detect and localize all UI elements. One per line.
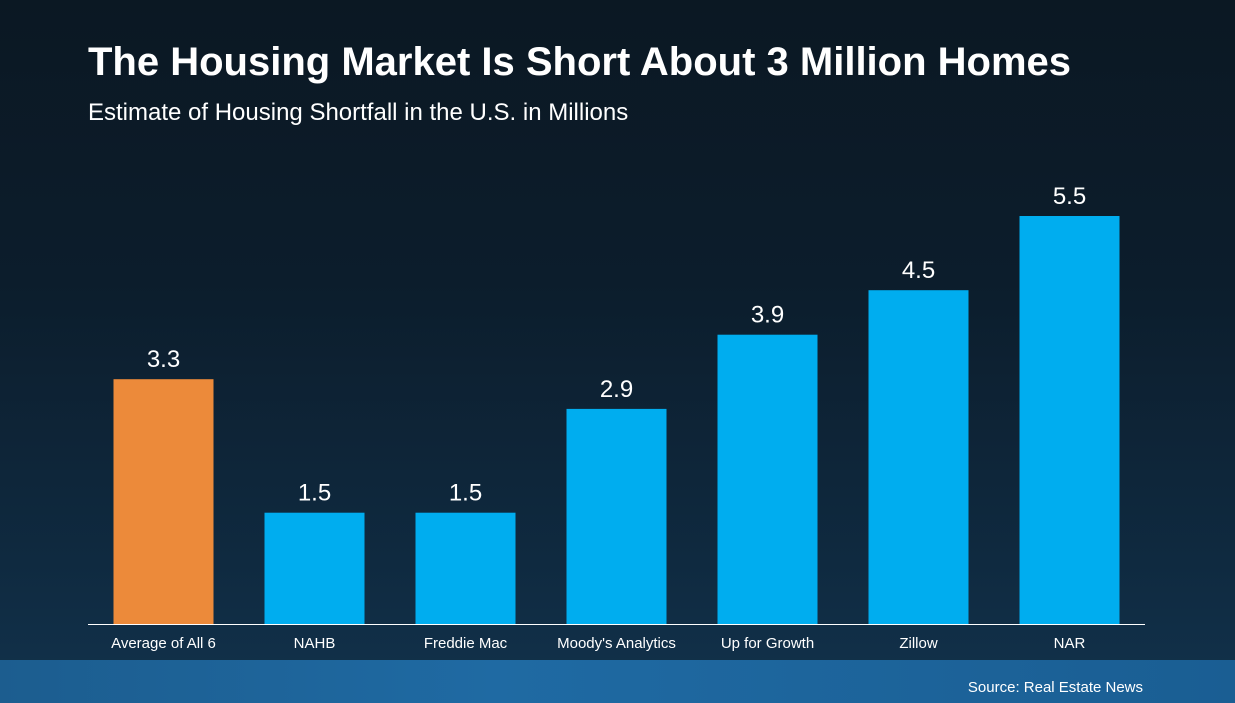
bar-nahb	[264, 512, 365, 624]
data-label: 1.5	[449, 480, 482, 507]
bar-freddie-mac	[415, 512, 516, 624]
bar-up-for-growth	[717, 334, 818, 624]
chart-title: The Housing Market Is Short About 3 Mill…	[88, 40, 1072, 84]
chart-subtitle: Estimate of Housing Shortfall in the U.S…	[88, 99, 629, 126]
data-label: 4.5	[902, 257, 935, 284]
bar-average-of-all-6	[113, 379, 214, 624]
source-note: Source: Real Estate News	[967, 679, 1143, 696]
bar-moody-s-analytics	[566, 408, 667, 624]
data-label: 1.5	[298, 480, 331, 507]
bar-zillow	[868, 290, 969, 624]
data-label: 5.5	[1053, 183, 1086, 210]
bar-nar	[1019, 216, 1120, 624]
data-label: 2.9	[600, 376, 633, 403]
data-label: 3.9	[751, 302, 784, 329]
x-tick-label: Freddie Mac	[424, 635, 508, 652]
data-label: 3.3	[147, 346, 180, 373]
x-tick-label: Up for Growth	[721, 635, 814, 652]
x-tick-label: NAR	[1054, 635, 1086, 652]
bar-chart: 3.3 Average of All 6 1.5 NAHB 1.5 Freddie Mac…	[111, 183, 1120, 652]
footer-band	[0, 660, 1235, 703]
x-tick-label: Zillow	[899, 635, 938, 652]
x-tick-label: NAHB	[294, 635, 336, 652]
x-tick-label: Moody's Analytics	[557, 635, 676, 652]
x-tick-label: Average of All 6	[111, 635, 216, 652]
